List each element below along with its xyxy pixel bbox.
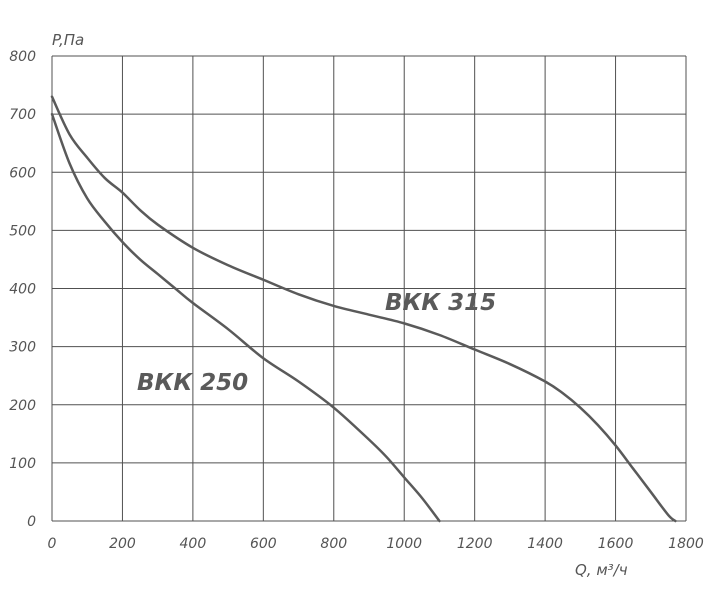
x-tick-label: 1400 [527,536,563,552]
x-tick-label: 1600 [598,536,634,552]
x-tick-label: 0 [48,536,57,552]
x-tick-label: 200 [109,536,136,552]
x-tick-label: 1200 [457,536,493,552]
series-label-vkk-315: ВКК 315 [385,290,496,316]
x-tick-label: 1000 [386,536,422,552]
series-line-vkk-250 [50,112,441,523]
y-tick-label: 500 [9,223,36,239]
y-tick-label: 100 [9,456,36,472]
x-tick-label: 400 [180,536,207,552]
y-tick-label: 700 [9,107,36,123]
y-tick-label: 600 [9,165,36,181]
y-tick-label: 0 [27,514,36,530]
x-tick-label: 800 [320,536,347,552]
x-tick-label: 600 [250,536,277,552]
curves [50,95,677,523]
tick-labels: 0 200 400 600 800 1000 1200 1400 1600 1800 0 100 200… [9,49,704,552]
y-tick-label: 400 [9,282,36,298]
y-tick-label: 200 [9,398,36,414]
series-line-vkk-315 [50,95,677,523]
x-axis-label: Q, м³/ч [575,561,628,579]
y-tick-label: 300 [9,340,36,356]
y-axis-label: P,Па [52,31,84,49]
y-tick-label: 800 [9,49,36,65]
grid [51,55,687,522]
x-tick-label: 1800 [668,536,704,552]
series-label-vkk-250: ВКК 250 [137,370,248,396]
